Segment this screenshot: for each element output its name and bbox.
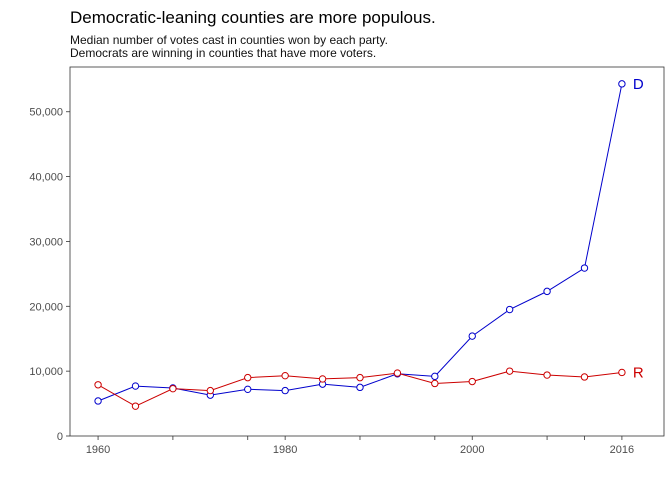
point-R-1980 [281,371,289,380]
series-lines [97,83,623,407]
point-D-1960 [94,397,102,405]
y-tick-label-2: 20,000 [29,301,63,313]
point-R-2016 [618,368,626,377]
point-R-2012 [580,373,589,381]
y-axis: 0 10,000 20,000 30,000 40,000 50,000 [29,107,70,443]
point-D-2012 [580,264,589,272]
plot-panel [69,66,665,437]
x-tick-label-1: 1980 [273,444,297,456]
series-labels: DR [633,76,644,382]
point-D-1996 [431,372,439,381]
chart-subtitle: Median number of votes cast in counties … [70,34,388,60]
point-R-1992 [393,369,402,377]
y-tick-label-1: 10,000 [29,366,63,378]
y-tick-label-0: 0 [57,431,63,443]
series-label-D: D [633,76,644,93]
point-D-2004 [505,305,514,314]
x-tick-label-3: 2016 [610,444,634,456]
subtitle-line-1: Median number of votes cast in counties … [70,33,388,47]
point-D-2008 [543,287,551,296]
point-R-2004 [505,367,514,375]
point-D-1976 [244,385,252,394]
y-tick-label-5: 50,000 [29,107,63,119]
point-D-1980 [281,386,289,395]
point-R-2000 [468,377,476,386]
point-R-1960 [94,381,102,389]
series-points [94,80,626,410]
x-tick-label-2: 2000 [460,444,484,456]
point-R-1976 [244,373,252,382]
y-tick-label-4: 40,000 [29,172,63,184]
x-tick-label-0: 1960 [86,444,110,456]
point-R-2008 [543,371,551,379]
y-tick-label-3: 30,000 [29,236,63,248]
subtitle-line-2: Democrats are winning in counties that h… [70,46,377,60]
point-R-1996 [431,379,439,388]
point-D-2000 [468,332,476,340]
series-line-D [97,83,623,402]
point-D-1964 [131,382,140,390]
point-D-1988 [356,383,364,392]
point-R-1972 [206,386,215,395]
chart-title: Democratic-leaning counties are more pop… [70,8,436,27]
point-R-1988 [356,373,364,382]
series-label-R: R [633,364,644,381]
x-axis: 1960 1980 2000 2016 [86,436,634,456]
point-R-1984 [318,375,327,383]
point-R-1968 [169,384,177,393]
point-D-2016 [618,80,626,88]
point-R-1964 [131,402,140,410]
